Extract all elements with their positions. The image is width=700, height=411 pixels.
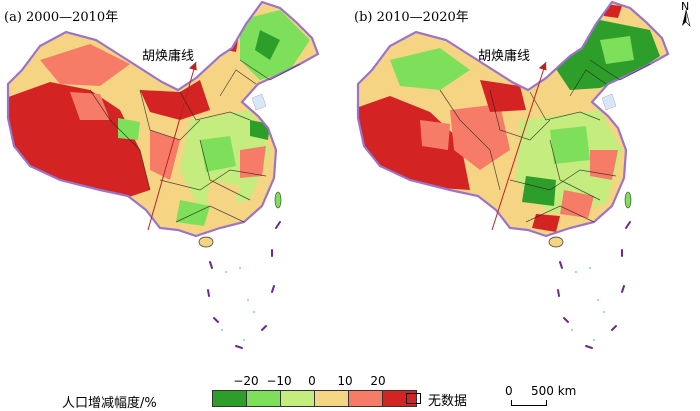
legend-swatch	[349, 391, 383, 406]
legend-swatch	[383, 391, 416, 406]
legend-swatch	[281, 391, 315, 406]
panel-label-b: (b) 2010—2020年	[354, 10, 469, 25]
no-data-swatch	[406, 393, 421, 404]
legend-swatch	[315, 391, 349, 406]
legend: 人口增减幅度/% −20 −10 0 10 20 无数据 0 500 km	[0, 374, 700, 411]
scale-zero-label: 0	[505, 384, 513, 398]
legend-tick: 0	[308, 374, 316, 388]
legend-color-bar	[212, 390, 417, 407]
no-data-label: 无数据	[428, 394, 468, 409]
hu-line-label-a: 胡焕庸线	[142, 48, 194, 64]
scale-distance-label: 500 km	[531, 384, 577, 398]
map-2010-2020: 胡焕庸线	[356, 0, 670, 349]
north-arrow-icon: N	[678, 0, 694, 28]
legend-swatch	[213, 391, 247, 406]
legend-swatch	[247, 391, 281, 406]
legend-title: 人口增减幅度/%	[62, 396, 157, 411]
map-panel-2010-2020: 胡焕庸线 (b) 2010—2020年	[350, 0, 700, 372]
legend-tick: 20	[370, 374, 386, 388]
legend-tick: −20	[233, 374, 259, 388]
legend-tick: −10	[266, 374, 292, 388]
panel-label-a: (a) 2000—2010年	[4, 10, 119, 25]
scale-bar: 0 500 km	[497, 384, 587, 408]
north-letter: N	[681, 0, 690, 13]
legend-tick: 10	[337, 374, 353, 388]
map-panel-2000-2010: 胡焕庸线 (a) 2000—2010年	[0, 0, 350, 372]
map-2000-2010: 胡焕庸线	[6, 0, 320, 349]
hu-line-label-b: 胡焕庸线	[478, 48, 530, 64]
scale-bar-line	[511, 400, 547, 406]
